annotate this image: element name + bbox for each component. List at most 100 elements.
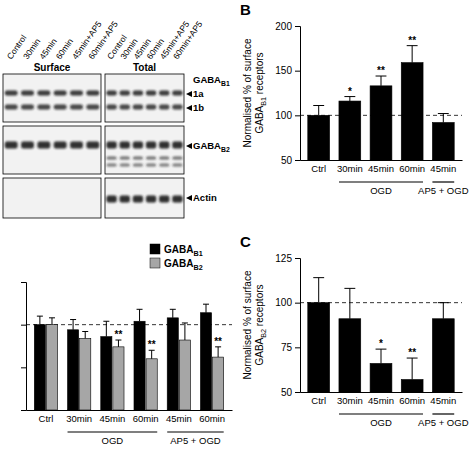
band	[106, 164, 116, 167]
significance: **	[377, 65, 385, 76]
error-stem	[85, 331, 86, 338]
error-bar	[438, 114, 449, 123]
band	[159, 157, 169, 160]
tick-mark	[21, 282, 26, 283]
text-part: Normalised % of surface	[242, 270, 253, 379]
error-stem	[139, 309, 140, 321]
y-axis: 5075100125	[275, 253, 300, 398]
axis-line	[27, 410, 233, 411]
band	[120, 142, 130, 149]
plot-area	[26, 304, 232, 410]
tick: 75	[281, 342, 300, 353]
tick-label: 45min	[368, 395, 394, 406]
band	[21, 91, 34, 96]
axis-title: Normalised % of surface	[242, 38, 253, 147]
band	[106, 196, 116, 203]
gabab2-blot	[105, 126, 184, 174]
group-bracket	[339, 181, 423, 182]
tick-label: 100	[275, 297, 292, 308]
section-label: Surface	[34, 62, 71, 73]
band	[133, 142, 143, 149]
error-bar	[313, 106, 324, 116]
text-part: B1	[221, 80, 230, 87]
error-stem	[318, 278, 319, 303]
band	[172, 164, 182, 167]
tick-label: 75	[281, 342, 293, 353]
band	[5, 105, 18, 110]
error-stem	[151, 350, 152, 359]
band-label: Actin	[193, 192, 217, 203]
x-axis: Ctrl30min45min60min45min	[301, 161, 463, 174]
tick: 45min	[99, 413, 125, 424]
error-bar	[49, 318, 55, 325]
group-bracket	[68, 431, 158, 432]
legend-swatch	[150, 258, 160, 268]
tick-mark	[295, 347, 300, 348]
bar	[113, 347, 124, 410]
legend-label: GABAB1	[164, 244, 203, 258]
x-axis: Ctrl30min45min60min45min	[301, 393, 463, 406]
error-bar	[82, 331, 88, 338]
band-label: GABAB2	[193, 140, 230, 153]
text-part: receptors	[254, 52, 265, 96]
band	[106, 157, 116, 160]
tick: 45min	[166, 413, 192, 424]
group-label: AP5 + OGD	[418, 185, 469, 196]
error-stem	[381, 76, 382, 86]
error-stem	[206, 304, 207, 313]
plot-area	[300, 278, 462, 392]
tick	[21, 325, 26, 326]
bar	[68, 330, 79, 410]
band	[106, 105, 116, 110]
band	[21, 105, 34, 110]
error-bar	[376, 349, 387, 363]
tick-label: Ctrl	[311, 395, 326, 406]
tick-label: 45min	[430, 163, 456, 174]
bar	[432, 319, 454, 392]
figure: Control30min45min60min45min+AP560min+AP5…	[0, 0, 474, 474]
bar	[179, 340, 190, 410]
band	[106, 91, 116, 96]
band	[120, 105, 130, 110]
band	[146, 157, 156, 160]
significance: *	[348, 86, 352, 97]
tick: 60min	[199, 413, 225, 424]
error-stem	[349, 288, 350, 318]
group-label: AP5 + OGD	[170, 435, 221, 446]
band	[5, 91, 18, 96]
text-part: GABA	[164, 258, 193, 269]
tick-mark	[295, 160, 300, 161]
error-bar	[182, 323, 188, 340]
tick: 60min	[399, 395, 425, 406]
group-label: OGD	[102, 435, 124, 446]
band	[159, 105, 169, 110]
band	[172, 196, 182, 203]
tick: 30min	[337, 395, 363, 406]
text-part: 1a	[193, 88, 204, 99]
group-bracket	[432, 181, 454, 182]
tick-mark	[295, 115, 300, 116]
error-cap	[82, 331, 88, 332]
lane-label: 60min+AP5	[171, 19, 205, 61]
tick-label: 50	[281, 155, 293, 166]
tick-label: 45min	[166, 413, 192, 424]
error-bar	[344, 288, 355, 318]
tick: Ctrl	[311, 163, 326, 174]
arrow	[186, 91, 192, 97]
band	[86, 91, 99, 96]
tick-label: 45min	[99, 413, 125, 424]
tick-label: 100	[275, 110, 292, 121]
band	[120, 157, 130, 160]
band	[159, 164, 169, 167]
annotations: *****	[348, 35, 416, 97]
actin-blot	[105, 178, 184, 218]
bar	[213, 357, 224, 410]
bar	[308, 115, 330, 160]
band	[133, 105, 143, 110]
tick-label: 150	[275, 65, 292, 76]
text-part: GABA	[254, 105, 265, 133]
gabab1-blot	[3, 74, 101, 122]
blot-panel: Control30min45min60min45min+AP560min+AP5…	[3, 19, 230, 218]
legend: GABAB1GABAB2	[150, 244, 203, 272]
error-stem	[184, 323, 185, 340]
